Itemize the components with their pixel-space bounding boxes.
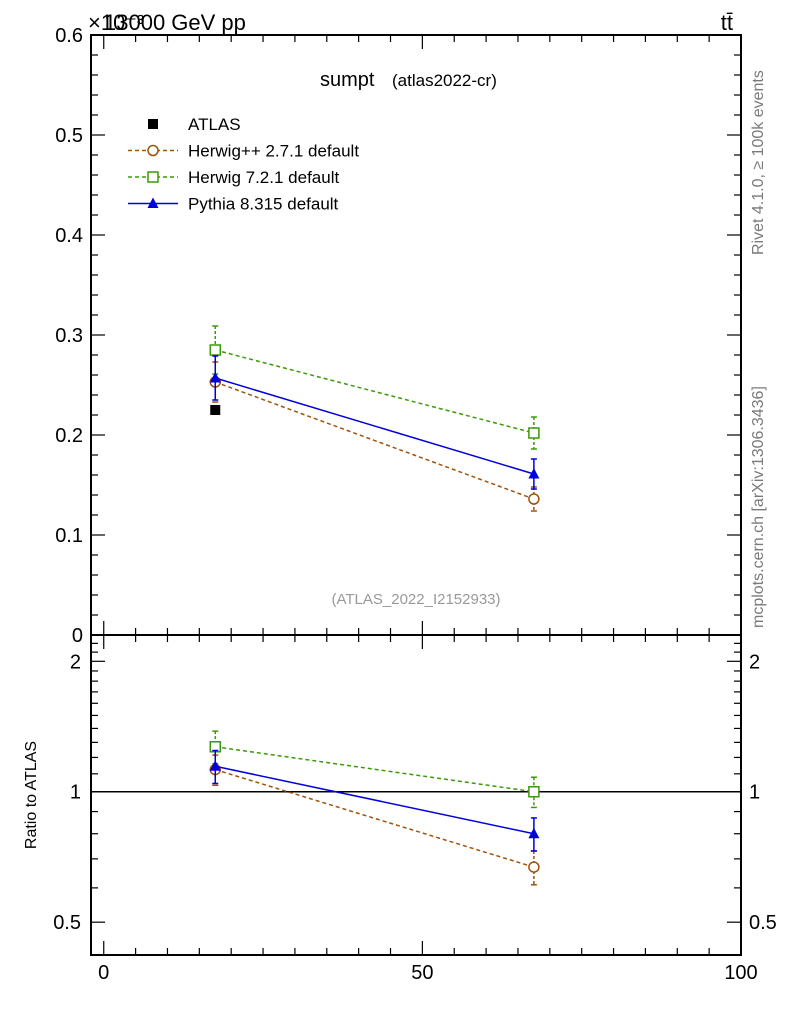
legend-marker bbox=[148, 119, 158, 129]
main-y-axis: 0 0.1 0.2 0.3 0.4 0.5 0.6 bbox=[55, 25, 741, 647]
legend-marker bbox=[147, 197, 159, 208]
rivet-version-label: Rivet 4.1.0, ≥ 100k events bbox=[750, 70, 767, 255]
ratio-x-axis: 0 50 100 bbox=[98, 635, 758, 984]
ratio-y-tick-label-left: 2 bbox=[70, 651, 81, 673]
main-x-ticks bbox=[103, 35, 742, 635]
x-tick-label: 50 bbox=[411, 962, 433, 984]
data-point bbox=[528, 785, 540, 798]
legend-entry: Herwig++ 2.7.1 default bbox=[128, 142, 359, 161]
series-pythia-8-315-default bbox=[209, 749, 540, 852]
legend-label: Herwig++ 2.7.1 default bbox=[188, 142, 359, 161]
chart-title: sumpt bbox=[320, 69, 375, 91]
legend-label: Pythia 8.315 default bbox=[188, 195, 339, 214]
series-line bbox=[215, 377, 535, 475]
ratio-y-tick-label-right: 0.5 bbox=[749, 912, 777, 934]
series-herwig-2-7-1-default bbox=[209, 754, 540, 886]
process-label: tt̄ bbox=[721, 10, 733, 35]
ratio-frame bbox=[90, 634, 742, 956]
data-point bbox=[209, 372, 221, 383]
main-y-tick-label: 0.4 bbox=[55, 225, 83, 247]
analysis-watermark: (ATLAS_2022_I2152933) bbox=[331, 591, 500, 608]
legend-entry: Pythia 8.315 default bbox=[128, 195, 339, 214]
legend-marker bbox=[147, 171, 159, 183]
main-y-tick-label: 0.5 bbox=[55, 125, 83, 147]
ratio-y-label: Ratio to ATLAS bbox=[23, 741, 40, 849]
legend-entry: Herwig 7.2.1 default bbox=[128, 168, 339, 187]
main-y-tick-label: 0.1 bbox=[55, 525, 83, 547]
main-y-tick-label: 0.6 bbox=[55, 25, 83, 47]
series-line bbox=[215, 381, 535, 500]
data-point bbox=[528, 861, 540, 873]
ratio-series bbox=[209, 730, 540, 886]
legend-label: Herwig 7.2.1 default bbox=[188, 168, 339, 187]
ratio-y-tick-label-left: 1 bbox=[70, 782, 81, 804]
legend-label: ATLAS bbox=[188, 115, 241, 134]
chart-subtitle: (atlas2022-cr) bbox=[392, 71, 497, 90]
ratio-y-tick-label-left: 0.5 bbox=[53, 912, 81, 934]
data-point bbox=[528, 427, 540, 439]
series-line bbox=[215, 349, 535, 434]
data-point bbox=[209, 760, 221, 771]
ratio-y-tick-label-right: 2 bbox=[749, 651, 760, 673]
series-line bbox=[215, 768, 535, 868]
ratio-y-axis: 0.5 0.5 1 1 2 2 bbox=[53, 642, 777, 934]
main-panel: 0 0.1 0.2 0.3 0.4 0.5 0.6 sumpt (atlas2022-cr)… bbox=[55, 25, 742, 647]
ratio-panel: 0.5 0.5 1 1 2 2 0 50 100 Ratio to ATLAS bbox=[23, 634, 777, 984]
data-point bbox=[528, 468, 540, 479]
data-point bbox=[210, 405, 221, 415]
main-y-tick-label: 0.3 bbox=[55, 325, 83, 347]
series-line bbox=[215, 746, 534, 793]
main-series bbox=[209, 325, 540, 512]
legend-marker bbox=[147, 144, 159, 157]
mcplots-label: mcplots.cern.ch [arXiv:1306.3436] bbox=[750, 386, 767, 628]
series-herwig-7-2-1-default bbox=[209, 730, 540, 809]
x-tick-label: 100 bbox=[724, 962, 757, 984]
series-herwig-7-2-1-default bbox=[209, 325, 540, 450]
x-tick-label: 0 bbox=[98, 962, 109, 984]
series-pythia-8-315-default bbox=[209, 355, 540, 490]
energy-label: 13000 GeV pp bbox=[104, 10, 246, 35]
exponent-label: ×10⁻³ bbox=[88, 10, 144, 35]
legend: ATLAS Herwig++ 2.7.1 default Herwig 7.2.1 … bbox=[128, 115, 359, 214]
ratio-y-tick-label-right: 1 bbox=[749, 782, 760, 804]
main-y-tick-label: 0.2 bbox=[55, 425, 83, 447]
data-point bbox=[209, 344, 222, 356]
series-line bbox=[215, 765, 535, 835]
data-point bbox=[528, 493, 540, 505]
main-y-tick-label: 0 bbox=[72, 625, 83, 647]
legend-entry: ATLAS bbox=[148, 115, 241, 134]
series-herwig-2-7-1-default bbox=[209, 361, 540, 512]
data-point bbox=[528, 827, 540, 839]
